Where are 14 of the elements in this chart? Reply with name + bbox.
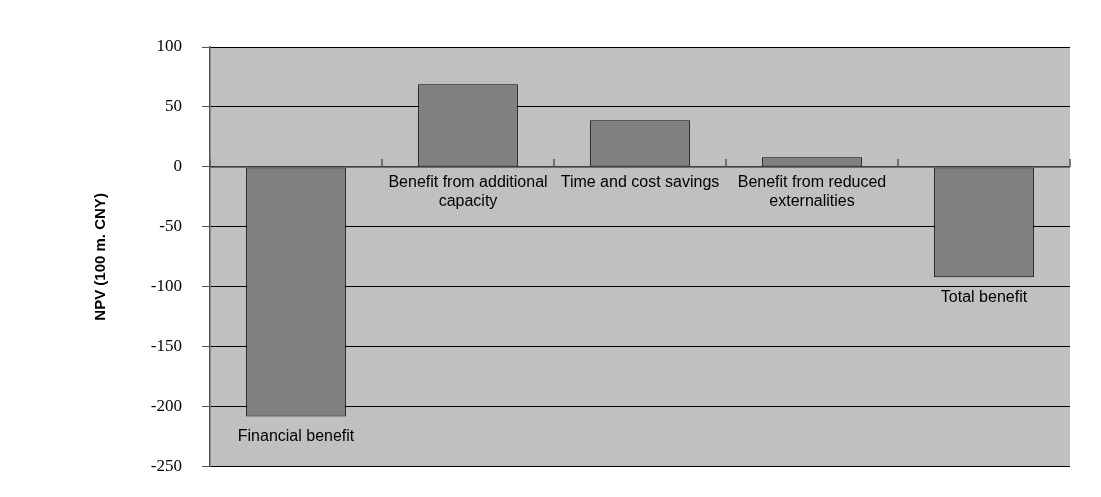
y-tick-label: -150 — [150, 336, 182, 356]
y-tick-label: -250 — [150, 456, 182, 476]
y-tick-label: -100 — [150, 276, 182, 296]
y-tick-label: -50 — [159, 216, 182, 236]
x-tick-label: Total benefit — [940, 287, 1028, 305]
x-tick-label: Benefit from additional capacity — [388, 173, 548, 210]
y-tick-label: -200 — [150, 396, 182, 416]
y-tick-label: 0 — [173, 156, 182, 176]
x-tick-label: Time and cost savings — [560, 173, 720, 191]
y-axis-title: NPV (100 m. CNY) — [91, 193, 109, 321]
y-tick-label: 50 — [165, 96, 182, 116]
x-tick-label: Benefit from reduced externalities — [737, 173, 887, 210]
y-tick-label: 100 — [156, 36, 182, 56]
x-tick-label: Financial benefit — [237, 426, 355, 444]
